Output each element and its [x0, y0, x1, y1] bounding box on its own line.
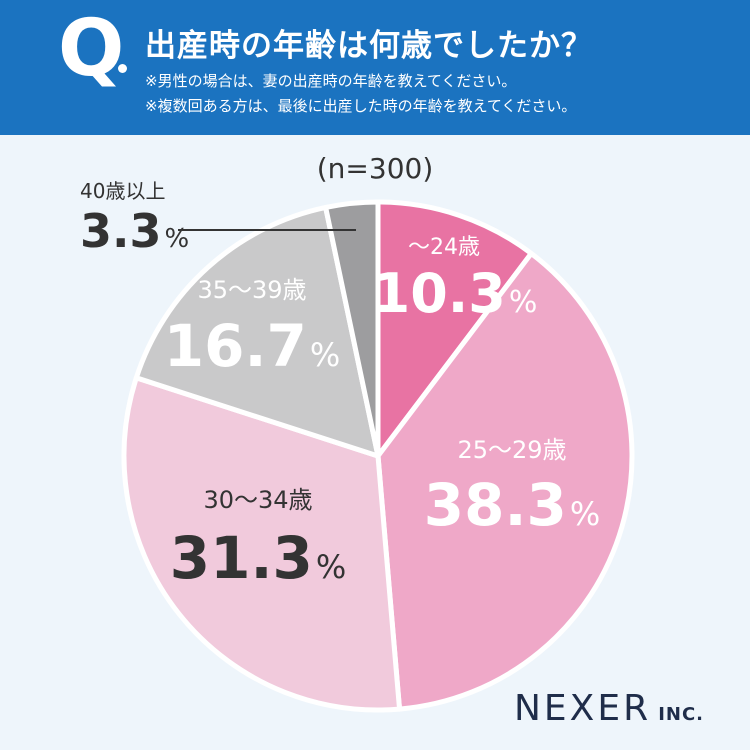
logo-main-text: NEXER	[514, 688, 652, 729]
pie-slice-3	[121, 375, 403, 713]
question-title: 出産時の年齢は何歳でしたか？	[145, 28, 593, 64]
slice-label-4: 35～39歳	[197, 276, 306, 304]
question-mark-letter: Q	[58, 4, 124, 94]
question-note-2: ※複数回ある方は、最後に出産した時の年齢を教えてください。	[145, 97, 577, 115]
slice-value-4: 16.7%	[164, 312, 341, 380]
header-banner: Q 出産時の年齢は何歳でしたか？ ※男性の場合は、妻の出産時の年齢を教えてくださ…	[0, 0, 750, 135]
slice-label-2: 25～29歳	[457, 436, 566, 464]
pie-slice-1	[375, 199, 534, 459]
slice-value-2: 38.3%	[424, 471, 601, 539]
logo-sub-text: INC.	[658, 704, 705, 725]
slice-value-3: 31.3%	[170, 524, 347, 592]
slice-label-1: ～24歳	[408, 235, 480, 260]
pie-slice-4	[133, 204, 381, 459]
nexer-logo: NEXER INC.	[514, 688, 704, 729]
slice-value-1: 10.3%	[373, 262, 538, 325]
pie-slice-5	[323, 199, 381, 459]
slice-label-3: 30～34歳	[203, 486, 312, 514]
question-dot	[118, 64, 127, 73]
slice-label-5: 40歳以上	[80, 179, 165, 203]
slice-value-5: 3.3%	[80, 204, 189, 258]
question-note-1: ※男性の場合は、妻の出産時の年齢を教えてください。	[145, 72, 517, 90]
sample-size-label: (n=300)	[317, 152, 434, 185]
pie-slice-2	[375, 250, 635, 712]
